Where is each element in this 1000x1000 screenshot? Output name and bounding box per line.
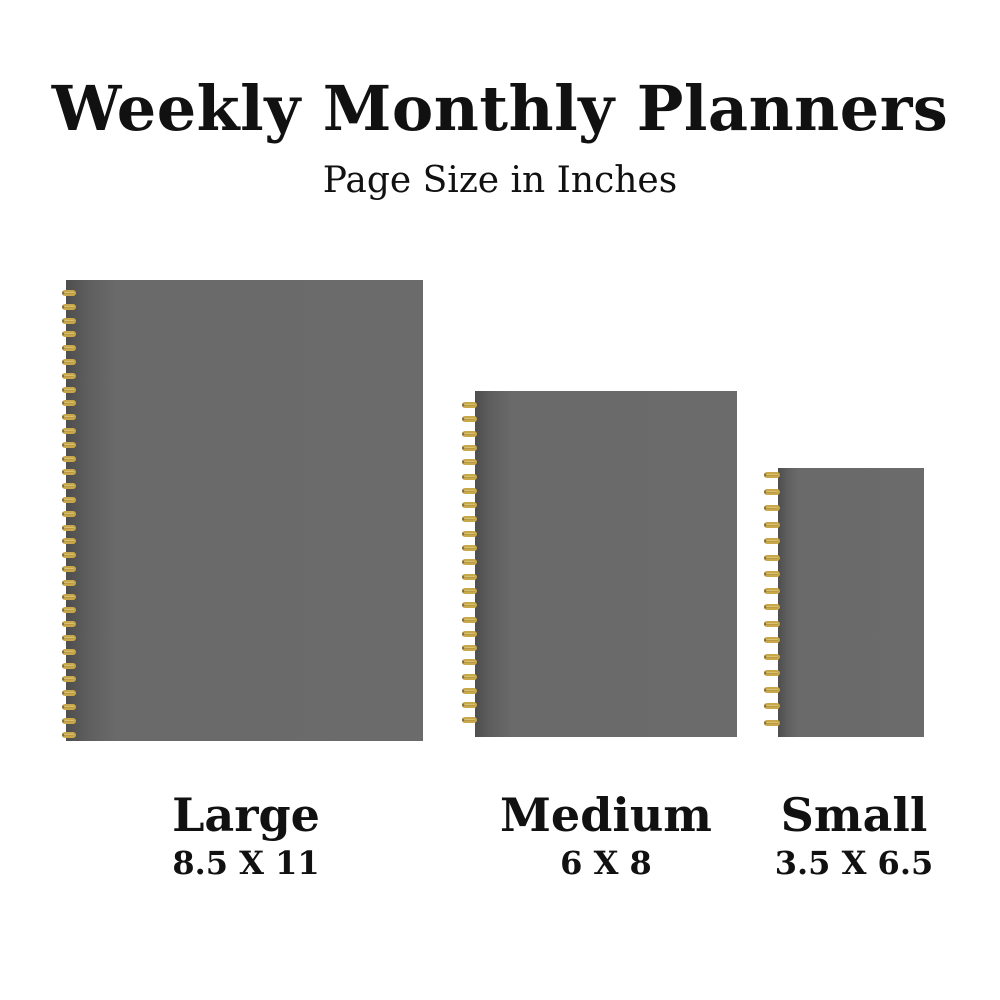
planner-name: Small — [780, 788, 928, 842]
spiral-ring — [462, 673, 477, 680]
spiral-ring — [764, 505, 780, 511]
spiral-ring — [462, 459, 477, 466]
planner-dimensions: 6 X 8 — [560, 844, 652, 882]
spiral-ring — [62, 290, 76, 296]
spiral-ring — [62, 648, 76, 655]
spiral-ring — [62, 414, 76, 421]
planner-small-image — [778, 468, 924, 737]
spiral-ring — [62, 317, 76, 324]
spiral-ring — [764, 686, 780, 693]
spiral-ring — [62, 345, 76, 352]
spiral-ring — [62, 386, 76, 393]
spiral-ring — [62, 607, 76, 614]
spiral-ring — [764, 521, 780, 528]
spiral-ring — [764, 472, 780, 478]
spiral-ring — [462, 402, 477, 408]
spiral-ring — [462, 559, 477, 566]
spiral-ring — [62, 524, 76, 531]
spiral-ring — [764, 587, 780, 594]
planner-small-label: Small 3.5 X 6.5 — [764, 788, 944, 882]
planner-medium-label: Medium 6 X 8 — [496, 788, 716, 882]
spiral-ring — [462, 473, 477, 480]
spiral-ring — [462, 444, 477, 451]
spiral-ring — [462, 702, 477, 709]
spiral-ring — [62, 441, 76, 448]
spiral-ring — [62, 552, 76, 559]
planner-dimensions: 8.5 X 11 — [172, 844, 320, 882]
spiral-ring — [764, 719, 780, 726]
planner-medium-image — [475, 391, 737, 737]
spiral-ring — [764, 571, 780, 577]
spiral-ring — [462, 416, 477, 423]
spiral-ring — [62, 400, 76, 407]
spiral-ring — [462, 602, 477, 609]
page-title: Weekly Monthly Planners — [51, 72, 949, 145]
spiral-ring — [62, 676, 76, 683]
spiral-ring — [462, 430, 477, 437]
spiral-ring — [62, 662, 76, 669]
spiral-ring — [62, 621, 76, 628]
spiral-ring — [462, 487, 477, 494]
spiral-ring — [62, 635, 76, 641]
spiral-ring — [462, 688, 477, 694]
spiral-ring — [62, 497, 76, 503]
spiral-ring — [62, 593, 76, 600]
spiral-ring — [62, 469, 76, 476]
spiral-ring — [764, 670, 780, 676]
spiral-ring — [764, 604, 780, 610]
spiral-ring — [764, 703, 780, 709]
spiral-ring — [462, 616, 477, 623]
spiral-ring — [462, 587, 477, 594]
spiral-ring — [764, 637, 780, 643]
spiral-ring — [462, 630, 477, 637]
planner-dimensions: 3.5 X 6.5 — [774, 844, 934, 882]
spiral-ring — [462, 573, 477, 580]
spiral-ring — [62, 455, 76, 462]
spiral-ring — [62, 510, 76, 517]
spiral-ring — [62, 717, 76, 724]
spiral-ring — [62, 483, 76, 490]
spiral-ring — [764, 620, 780, 627]
spiral-ring — [764, 554, 780, 561]
spiral-ring — [764, 538, 780, 544]
spiral-ring — [62, 538, 76, 545]
spiral-ring — [62, 303, 76, 310]
spiral-ring — [62, 579, 76, 586]
spiral-ring — [462, 530, 477, 537]
spiral-ring — [62, 428, 76, 434]
spiral-ring — [62, 690, 76, 697]
spiral-ring — [62, 731, 76, 738]
spiral-ring — [462, 516, 477, 523]
spiral-ring — [462, 716, 477, 723]
planner-name: Large — [172, 788, 320, 842]
planner-large-label: Large 8.5 X 11 — [146, 788, 346, 882]
spiral-ring — [62, 331, 76, 338]
spiral-ring — [62, 359, 76, 365]
spiral-ring — [764, 488, 780, 495]
spiral-ring — [462, 659, 477, 666]
spiral-ring — [462, 502, 477, 509]
page-subtitle: Page Size in Inches — [322, 160, 678, 201]
spiral-ring — [462, 545, 477, 551]
spiral-ring — [62, 704, 76, 710]
spiral-ring — [62, 566, 76, 572]
planner-large-image — [66, 280, 423, 741]
spiral-ring — [62, 372, 76, 379]
planner-name: Medium — [500, 788, 712, 842]
spiral-ring — [462, 645, 477, 652]
spiral-ring — [764, 653, 780, 660]
